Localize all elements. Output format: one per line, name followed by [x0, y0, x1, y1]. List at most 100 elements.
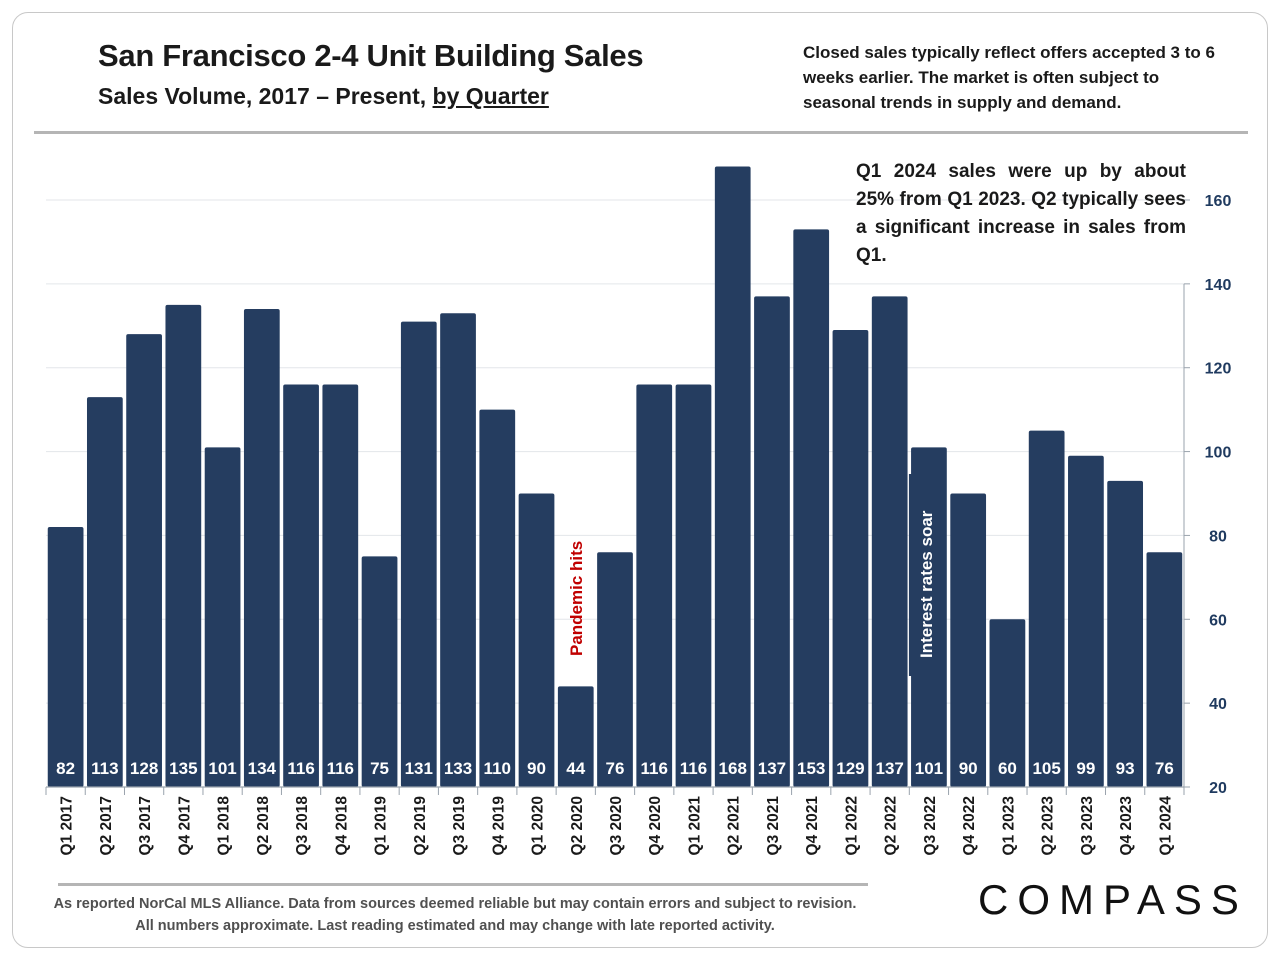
bar-value-label: 137: [876, 759, 904, 778]
x-tick-label: Q2 2022: [883, 796, 900, 855]
bar-value-label: 116: [641, 759, 668, 778]
bar: [714, 166, 751, 787]
y-tick-label: 120: [1205, 361, 1232, 378]
x-tick-label: Q2 2020: [569, 796, 586, 855]
x-tick-label: Q1 2017: [59, 796, 76, 855]
bar: [440, 313, 476, 787]
y-tick-label: 100: [1205, 445, 1232, 462]
bar-value-label: 133: [444, 759, 472, 778]
bar-value-label: 116: [287, 759, 314, 778]
x-tick-label: Q1 2021: [686, 796, 703, 856]
bar: [871, 296, 908, 787]
bar-value-label: 116: [327, 759, 354, 778]
x-tick-label: Q3 2021: [765, 796, 782, 856]
bar-value-label: 113: [91, 759, 118, 778]
footer-divider: [58, 883, 868, 886]
bar: [1107, 480, 1144, 787]
bar-value-label: 75: [370, 759, 389, 778]
bar-value-label: 76: [606, 759, 625, 778]
bar-value-label: 153: [797, 759, 825, 778]
y-tick-label: 40: [1209, 696, 1227, 713]
x-tick-label: Q3 2019: [451, 796, 468, 856]
bar-value-label: 101: [915, 759, 943, 778]
bar-value-label: 134: [248, 759, 277, 778]
bar: [322, 384, 359, 787]
bar: [793, 229, 830, 788]
bar: [675, 384, 712, 787]
x-tick-label: Q3 2017: [137, 796, 154, 855]
x-tick-label: Q1 2024: [1157, 796, 1174, 856]
x-tick-label: Q1 2019: [373, 796, 390, 856]
bar: [1028, 430, 1065, 787]
y-tick-label: 20: [1209, 780, 1227, 797]
x-tick-label: Q2 2021: [726, 796, 743, 856]
bar-value-label: 44: [566, 759, 585, 778]
bar-value-label: 99: [1076, 759, 1095, 778]
bar: [832, 329, 869, 787]
x-tick-label: Q2 2018: [255, 796, 272, 856]
y-tick-label: 140: [1205, 277, 1232, 294]
bar: [361, 556, 398, 787]
bar-value-label: 137: [758, 759, 786, 778]
y-tick-label: 60: [1209, 612, 1227, 629]
bar-value-label: 131: [405, 759, 433, 778]
bar: [86, 397, 123, 787]
x-tick-label: Q3 2023: [1079, 796, 1096, 856]
chart-subtitle: Sales Volume, 2017 – Present, by Quarter: [98, 83, 549, 110]
bar: [636, 384, 673, 787]
bar-value-label: 135: [169, 759, 197, 778]
bar: [597, 552, 633, 787]
x-tick-label: Q4 2022: [961, 796, 978, 855]
x-tick-label: Q2 2023: [1040, 796, 1057, 856]
bar: [126, 334, 162, 787]
x-tick-label: Q3 2020: [608, 796, 625, 855]
y-tick-label: 160: [1205, 193, 1232, 210]
x-tick-label: Q4 2020: [647, 796, 664, 855]
bar: [950, 493, 987, 787]
bar: [989, 619, 1026, 787]
chart-callout: Q1 2024 sales were up by about 25% from …: [856, 161, 1186, 266]
x-tick-label: Q2 2017: [98, 796, 115, 855]
x-tick-label: Q4 2021: [804, 796, 821, 856]
bar-value-label: 90: [959, 759, 978, 778]
bar: [479, 409, 516, 787]
x-tick-label: Q2 2019: [412, 796, 429, 856]
bar-value-label: 105: [1032, 759, 1060, 778]
x-tick-label: Q4 2019: [490, 796, 507, 856]
x-tick-label: Q3 2022: [922, 796, 939, 855]
bar: [165, 304, 202, 787]
bar-value-label: 82: [56, 759, 75, 778]
bar-value-label: 101: [208, 759, 236, 778]
chart-title: San Francisco 2-4 Unit Building Sales: [98, 38, 644, 73]
compass-logo: COMPASS: [978, 876, 1248, 923]
bar: [754, 296, 790, 787]
bar-value-label: 60: [998, 759, 1017, 778]
bar: [557, 686, 594, 787]
bar-value-label: 128: [130, 759, 158, 778]
bar: [400, 321, 437, 787]
bar: [243, 309, 280, 787]
bar: [283, 384, 319, 787]
bar: [1068, 455, 1104, 787]
header-divider: [34, 131, 1248, 134]
bar-value-label: 76: [1155, 759, 1174, 778]
bar: [204, 447, 241, 787]
x-tick-label: Q1 2023: [1000, 796, 1017, 856]
header-note: Closed sales typically reflect offers ac…: [803, 43, 1215, 112]
bar-value-label: 93: [1116, 759, 1135, 778]
y-tick-label: 80: [1209, 528, 1227, 545]
x-tick-label: Q4 2017: [176, 796, 193, 855]
bar-value-label: 129: [836, 759, 864, 778]
x-tick-label: Q4 2023: [1118, 796, 1135, 856]
x-tick-label: Q1 2020: [530, 796, 547, 855]
bar: [1146, 552, 1183, 787]
annotation-interest-rates: Interest rates soar: [917, 510, 936, 658]
bar-value-label: 90: [527, 759, 546, 778]
subtitle-underlined: by Quarter: [432, 83, 549, 109]
bar-value-label: 110: [484, 759, 511, 778]
annotation-box: [908, 474, 941, 676]
footnote: As reported NorCal MLS Alliance. Data fr…: [53, 896, 857, 934]
subtitle-main: Sales Volume, 2017 – Present,: [98, 83, 433, 109]
annotation-pandemic: Pandemic hits: [567, 541, 586, 656]
